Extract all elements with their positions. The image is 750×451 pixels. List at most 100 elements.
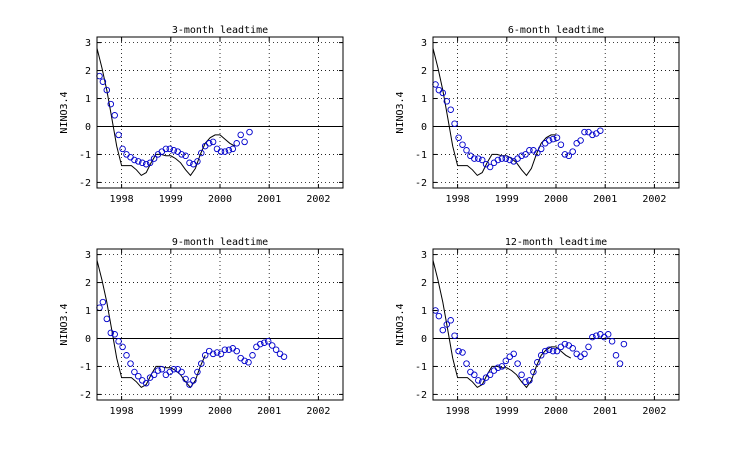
- observed-series-line: [96, 260, 206, 389]
- forecast-point: [246, 128, 253, 136]
- forecast-point: [194, 158, 201, 165]
- y-tick-label: -1: [79, 362, 91, 373]
- x-tick-label: 2002: [306, 406, 330, 417]
- forecast-point: [119, 145, 126, 153]
- x-tick-label: 2001: [257, 406, 281, 417]
- forecast-point: [139, 159, 146, 167]
- forecast-point: [475, 155, 482, 162]
- y-tick-label: 3: [85, 250, 91, 261]
- forecast-point: [518, 152, 525, 160]
- forecast-point: [261, 339, 268, 346]
- forecast-point: [478, 378, 486, 386]
- forecast-point: [221, 148, 229, 155]
- forecast-point: [213, 145, 221, 153]
- forecast-point: [103, 315, 111, 323]
- forecast-point: [217, 148, 225, 155]
- forecast-point: [131, 368, 138, 376]
- forecast-point: [455, 347, 462, 355]
- forecast-point: [561, 151, 569, 158]
- forecast-point: [178, 368, 185, 376]
- forecast-point: [589, 333, 596, 341]
- x-tick-label: 2000: [544, 194, 568, 205]
- forecast-point: [502, 357, 510, 365]
- forecast-point: [494, 156, 502, 164]
- forecast-point: [439, 326, 447, 334]
- forecast-point: [455, 134, 462, 141]
- forecast-point: [541, 140, 549, 147]
- y-tick-label: 3: [421, 38, 427, 49]
- forecast-point: [537, 352, 545, 359]
- forecast-point: [201, 352, 209, 359]
- forecast-point: [585, 128, 592, 136]
- forecast-point: [233, 347, 240, 355]
- panel-title: 6-month leadtime: [508, 25, 604, 36]
- y-tick-label: -1: [415, 150, 427, 161]
- forecast-point: [131, 156, 138, 164]
- observed-series-line: [96, 48, 236, 177]
- forecast-point: [237, 354, 244, 362]
- y-tick-label: 1: [85, 306, 91, 317]
- forecast-point: [150, 155, 158, 162]
- x-tick-label: 1999: [495, 194, 519, 205]
- y-tick-label: -2: [415, 390, 427, 401]
- x-tick-label: 1998: [110, 194, 134, 205]
- forecast-point: [569, 148, 576, 155]
- forecast-point: [471, 155, 478, 162]
- forecast-point: [249, 352, 256, 359]
- forecast-point: [217, 350, 225, 358]
- forecast-point: [526, 377, 533, 384]
- forecast-point: [190, 377, 197, 384]
- y-tick-label: 2: [85, 66, 91, 77]
- y-tick-label: 1: [421, 306, 427, 317]
- y-tick-label: 0: [85, 334, 91, 345]
- forecast-point: [522, 378, 529, 386]
- forecast-point: [557, 141, 565, 148]
- y-tick-label: 3: [421, 250, 427, 261]
- x-tick-label: 2002: [642, 406, 666, 417]
- panel-title: 3-month leadtime: [172, 25, 268, 36]
- forecast-point: [471, 371, 478, 379]
- y-tick-label: 1: [421, 94, 427, 105]
- forecast-point: [463, 360, 470, 367]
- forecast-point: [111, 331, 118, 338]
- forecast-point: [498, 155, 506, 162]
- panel-title: 9-month leadtime: [172, 237, 268, 248]
- y-tick-label: 0: [421, 122, 427, 133]
- forecast-point: [245, 359, 252, 366]
- forecast-point: [213, 349, 221, 356]
- forecast-point: [205, 140, 213, 147]
- forecast-point: [494, 364, 502, 372]
- forecast-point: [616, 360, 624, 367]
- x-tick-label: 2001: [593, 406, 617, 417]
- chart-panel-3: 1998 1999 2000 2001 2002 -2 -1 0 1 2 3 9-month lead…: [59, 237, 344, 417]
- forecast-point: [221, 346, 229, 353]
- forecast-point: [573, 350, 580, 358]
- forecast-point: [233, 140, 240, 147]
- forecast-point: [257, 340, 264, 348]
- y-axis-label: NINO3.4: [395, 303, 406, 345]
- forecast-point: [241, 357, 248, 365]
- x-tick-label: 1999: [159, 406, 183, 417]
- forecast-point: [115, 338, 122, 345]
- x-tick-label: 2001: [257, 194, 281, 205]
- forecast-point: [209, 138, 217, 146]
- forecast-point: [209, 350, 217, 358]
- forecast-point: [530, 147, 537, 154]
- forecast-point: [577, 353, 584, 360]
- forecast-point: [99, 78, 107, 85]
- forecast-point: [506, 156, 514, 164]
- forecast-point: [135, 372, 142, 380]
- forecast-point: [158, 148, 166, 155]
- forecast-point: [158, 365, 166, 373]
- forecast-point: [561, 340, 569, 348]
- y-tick-label: -2: [415, 178, 427, 189]
- panel-title: 12-month leadtime: [505, 237, 607, 248]
- forecast-point: [459, 349, 466, 356]
- forecast-point: [107, 329, 115, 337]
- y-tick-label: -1: [415, 362, 427, 373]
- forecast-point: [170, 365, 178, 373]
- forecast-point: [447, 317, 454, 324]
- chart-panel-1: 1998 1999 2000 2001 2002 -2 -1 0 1 2 3 3-month lead…: [59, 25, 344, 205]
- forecast-point: [522, 151, 529, 158]
